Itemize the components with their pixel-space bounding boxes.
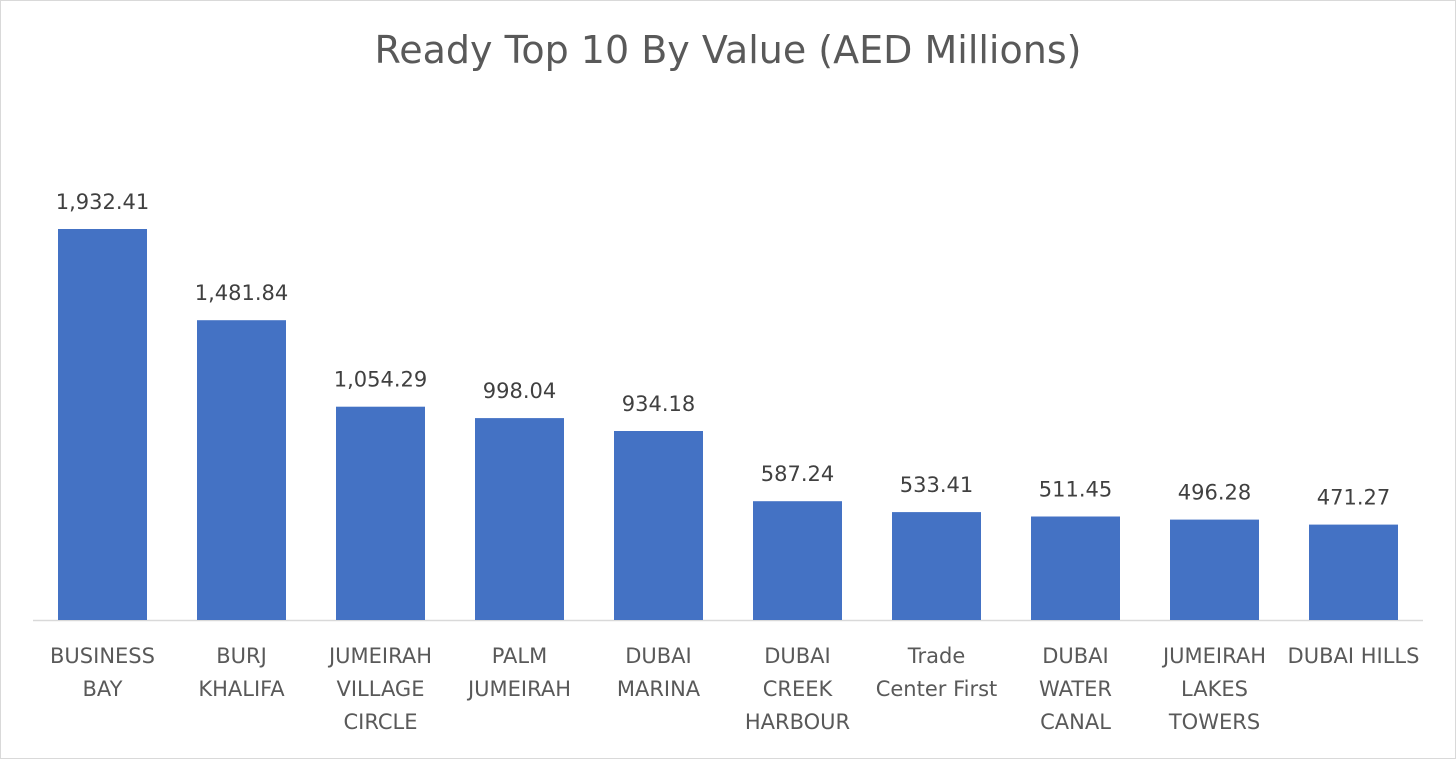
category-label-line: CANAL xyxy=(1040,710,1111,734)
bar-9 xyxy=(1309,524,1398,620)
bar-4 xyxy=(614,431,703,620)
category-label-line: DUBAI xyxy=(625,644,692,668)
category-label-line: CREEK xyxy=(763,677,834,701)
category-label-line: Trade xyxy=(907,644,966,668)
category-label-line: DUBAI xyxy=(764,644,831,668)
category-label-9: DUBAI HILLS xyxy=(1288,644,1420,668)
category-label-line: VILLAGE xyxy=(337,677,425,701)
data-label-5: 587.24 xyxy=(761,462,834,486)
category-label-4: DUBAI MARINA xyxy=(617,644,701,701)
category-label-line: BAY xyxy=(83,677,123,701)
data-label-2: 1,054.29 xyxy=(334,368,428,392)
bar-3 xyxy=(475,418,564,620)
category-label-line: WATER xyxy=(1039,677,1112,701)
category-label-line: DUBAI xyxy=(1042,644,1109,668)
category-label-line: MARINA xyxy=(617,677,701,701)
category-label-line: HARBOUR xyxy=(745,710,850,734)
bar-6 xyxy=(892,512,981,620)
category-label-2: JUMEIRAH VILLAGE CIRCLE xyxy=(327,644,432,734)
category-label-line: JUMEIRAH xyxy=(1161,644,1266,668)
data-label-3: 998.04 xyxy=(483,379,556,403)
data-label-9: 471.27 xyxy=(1317,486,1390,510)
chart-title: Ready Top 10 By Value (AED Millions) xyxy=(374,28,1082,72)
data-label-4: 934.18 xyxy=(622,392,695,416)
data-label-8: 496.28 xyxy=(1178,481,1251,505)
category-label-line: TOWERS xyxy=(1168,710,1260,734)
category-label-5: DUBAI CREEK HARBOUR xyxy=(745,644,850,734)
category-label-1: BURJ KHALIFA xyxy=(198,644,285,701)
bar-7 xyxy=(1031,516,1120,620)
category-label-line: JUMEIRAH xyxy=(327,644,432,668)
bar-2 xyxy=(336,406,425,620)
data-label-1: 1,481.84 xyxy=(195,281,289,305)
category-label-line: PALM xyxy=(492,644,548,668)
bar-8 xyxy=(1170,519,1259,620)
category-label-6: Trade Center First xyxy=(876,644,998,701)
bar-5 xyxy=(753,501,842,620)
category-label-0: BUSINESS BAY xyxy=(50,644,155,701)
category-label-line: LAKES xyxy=(1181,677,1248,701)
data-label-7: 511.45 xyxy=(1039,478,1112,502)
bar-1 xyxy=(197,320,286,620)
category-label-line: BURJ xyxy=(216,644,267,668)
category-label-line: CIRCLE xyxy=(343,710,417,734)
category-label-line: JUMEIRAH xyxy=(466,677,571,701)
category-label-8: JUMEIRAH LAKES TOWERS xyxy=(1161,644,1266,734)
category-label-line: BUSINESS xyxy=(50,644,155,668)
category-label-line: KHALIFA xyxy=(198,677,285,701)
data-label-6: 533.41 xyxy=(900,473,973,497)
category-label-line: Center First xyxy=(876,677,998,701)
category-label-line: DUBAI HILLS xyxy=(1288,644,1420,668)
bar-0 xyxy=(58,229,147,620)
data-label-0: 1,932.41 xyxy=(56,190,150,214)
category-label-7: DUBAI WATER CANAL xyxy=(1039,644,1112,734)
category-label-3: PALM JUMEIRAH xyxy=(466,644,571,701)
